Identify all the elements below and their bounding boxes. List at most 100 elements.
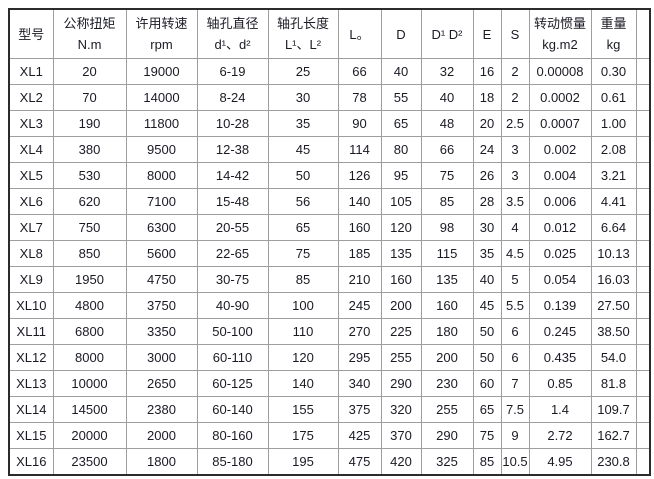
table-cell: 126 — [337, 162, 382, 189]
table-cell: 50 — [267, 162, 339, 189]
table-cell: 0.002 — [528, 136, 592, 163]
model-cell: XL10 — [8, 292, 54, 319]
table-cell: 0.139 — [528, 292, 592, 319]
table-cell: 200 — [420, 344, 474, 371]
table-cell: 2.08 — [590, 136, 637, 163]
header-sublabel: kg.m2 — [542, 37, 578, 52]
table-cell: 320 — [380, 396, 422, 423]
table-cell: 22-65 — [196, 240, 269, 267]
spacer-cell — [635, 58, 651, 85]
table-cell: 80 — [380, 136, 422, 163]
table-cell: 120 — [380, 214, 422, 241]
table-cell: 12-38 — [196, 136, 269, 163]
table-cell: 290 — [380, 370, 422, 397]
column-header-d1d2: D¹ D² — [420, 8, 474, 59]
table-cell: 18 — [472, 84, 502, 111]
table-cell: 40 — [380, 58, 422, 85]
header-label: 公称扭矩 — [63, 16, 116, 31]
table-cell: 340 — [337, 370, 382, 397]
coupling-spec-table: 型号 公称扭矩 N.m 许用转速 rpm 轴孔直径 d¹、d² 轴孔长度 L¹、L² L。 D D¹ … — [8, 8, 651, 476]
table-cell: 180 — [420, 318, 474, 345]
spacer-cell — [635, 214, 651, 241]
table-cell: 16 — [472, 58, 502, 85]
table-cell: 420 — [380, 448, 422, 476]
model-cell: XL3 — [8, 110, 54, 137]
table-cell: 81.8 — [590, 370, 637, 397]
table-row-xl2: XL2 70 14000 8-24 30 78 55 40 18 2 0.0002 0.61 — [8, 84, 651, 111]
table-cell: 105 — [380, 188, 422, 215]
table-cell: 2380 — [125, 396, 198, 423]
table-row-xl5: XL5 530 8000 14-42 50 126 95 75 26 3 0.004 3.21 — [8, 162, 651, 189]
column-header-l0: L。 — [337, 8, 382, 59]
header-label: 许用转速 — [135, 16, 188, 31]
table-row-xl12: XL12 8000 3000 60-110 120 295 255 200 50 6 0.435 54… — [8, 344, 651, 371]
table-cell: 23500 — [52, 448, 127, 476]
table-cell: 370 — [380, 422, 422, 449]
table-cell: 54.0 — [590, 344, 637, 371]
spacer-cell — [635, 110, 651, 137]
table-cell: 10000 — [52, 370, 127, 397]
table-cell: 475 — [337, 448, 382, 476]
table-cell: 40-90 — [196, 292, 269, 319]
model-cell: XL7 — [8, 214, 54, 241]
header-label: 轴孔直径 — [206, 16, 259, 31]
table-cell: 2.72 — [528, 422, 592, 449]
table-cell: 9500 — [125, 136, 198, 163]
table-cell: 0.006 — [528, 188, 592, 215]
table-cell: 25 — [267, 58, 339, 85]
table-cell: 175 — [267, 422, 339, 449]
spacer-cell — [635, 266, 651, 293]
table-cell: 0.012 — [528, 214, 592, 241]
table-cell: 0.30 — [590, 58, 637, 85]
table-cell: 60-125 — [196, 370, 269, 397]
table-cell: 3350 — [125, 318, 198, 345]
table-row-xl14: XL14 14500 2380 60-140 155 375 320 255 65 7.5 1.4 1… — [8, 396, 651, 423]
model-cell: XL14 — [8, 396, 54, 423]
table-cell: 3.21 — [590, 162, 637, 189]
header-label: D — [396, 26, 406, 42]
table-cell: 10.13 — [590, 240, 637, 267]
table-cell: 120 — [267, 344, 339, 371]
table-cell: 380 — [52, 136, 127, 163]
table-cell: 6.64 — [590, 214, 637, 241]
table-cell: 4.95 — [528, 448, 592, 476]
table-cell: 210 — [337, 266, 382, 293]
table-cell: 140 — [267, 370, 339, 397]
table-cell: 3000 — [125, 344, 198, 371]
table-cell: 0.85 — [528, 370, 592, 397]
table-cell: 75 — [420, 162, 474, 189]
table-cell: 2000 — [125, 422, 198, 449]
model-cell: XL5 — [8, 162, 54, 189]
table-cell: 95 — [380, 162, 422, 189]
table-cell: 4 — [500, 214, 530, 241]
table-cell: 24 — [472, 136, 502, 163]
table-cell: 66 — [420, 136, 474, 163]
table-cell: 15-48 — [196, 188, 269, 215]
model-cell: XL6 — [8, 188, 54, 215]
table-cell: 135 — [420, 266, 474, 293]
table-cell: 6 — [500, 318, 530, 345]
table-cell: 325 — [420, 448, 474, 476]
table-cell: 45 — [472, 292, 502, 319]
table-cell: 190 — [52, 110, 127, 137]
table-cell: 4750 — [125, 266, 198, 293]
table-cell: 32 — [420, 58, 474, 85]
table-cell: 48 — [420, 110, 474, 137]
table-row-xl11: XL11 6800 3350 50-100 110 270 225 180 50 6 0.245 38… — [8, 318, 651, 345]
table-cell: 1.4 — [528, 396, 592, 423]
column-header-bore-dia: 轴孔直径 d¹、d² — [196, 8, 269, 59]
column-header-torque: 公称扭矩 N.m — [52, 8, 127, 59]
table-cell: 66 — [337, 58, 382, 85]
model-cell: XL2 — [8, 84, 54, 111]
table-cell: 6800 — [52, 318, 127, 345]
header-label: L。 — [349, 26, 370, 42]
table-row-xl1: XL1 20 19000 6-19 25 66 40 32 16 2 0.00008 0.30 — [8, 58, 651, 85]
table-cell: 20000 — [52, 422, 127, 449]
table-cell: 295 — [337, 344, 382, 371]
table-cell: 0.00008 — [528, 58, 592, 85]
table-cell: 160 — [420, 292, 474, 319]
table-cell: 50 — [472, 318, 502, 345]
table-cell: 38.50 — [590, 318, 637, 345]
table-cell: 60 — [472, 370, 502, 397]
